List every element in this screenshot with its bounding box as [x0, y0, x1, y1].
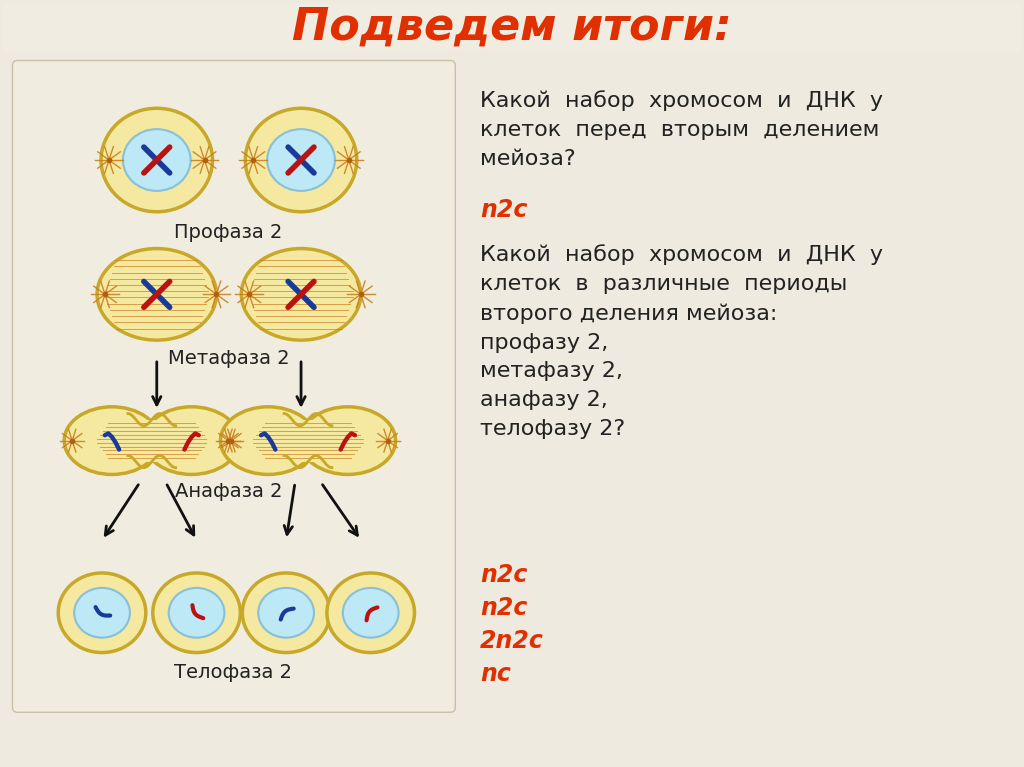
Ellipse shape	[58, 573, 145, 653]
Text: n2c: n2c	[480, 563, 527, 587]
Text: nc: nc	[480, 661, 511, 686]
FancyBboxPatch shape	[128, 419, 176, 463]
Ellipse shape	[123, 129, 190, 191]
Ellipse shape	[258, 588, 314, 637]
Text: 2n2c: 2n2c	[480, 629, 544, 653]
FancyBboxPatch shape	[2, 4, 1022, 51]
Ellipse shape	[143, 407, 240, 475]
Ellipse shape	[153, 573, 241, 653]
Ellipse shape	[101, 108, 213, 212]
Ellipse shape	[97, 249, 216, 340]
Ellipse shape	[169, 588, 224, 637]
Ellipse shape	[242, 249, 360, 340]
FancyBboxPatch shape	[130, 420, 174, 462]
Ellipse shape	[220, 407, 316, 475]
Text: Метафаза 2: Метафаза 2	[168, 349, 289, 368]
Ellipse shape	[74, 588, 130, 637]
Ellipse shape	[300, 407, 395, 475]
Ellipse shape	[246, 108, 356, 212]
FancyBboxPatch shape	[2, 4, 1022, 767]
Text: Телофаза 2: Телофаза 2	[174, 663, 293, 682]
Ellipse shape	[343, 588, 398, 637]
Text: n2c: n2c	[480, 596, 527, 620]
Ellipse shape	[267, 129, 335, 191]
Text: Анафаза 2: Анафаза 2	[175, 482, 283, 502]
Text: Подведем итоги:: Подведем итоги:	[292, 5, 732, 48]
Ellipse shape	[327, 573, 415, 653]
Text: Какой  набор  хромосом  и  ДНК  у
клеток  в  различные  периоды
второго деления : Какой набор хромосом и ДНК у клеток в ра…	[480, 245, 883, 439]
Text: Какой  набор  хромосом  и  ДНК  у
клеток  перед  вторым  делением
мейоза?: Какой набор хромосом и ДНК у клеток пере…	[480, 91, 883, 169]
FancyBboxPatch shape	[284, 419, 332, 463]
FancyBboxPatch shape	[286, 420, 330, 462]
Text: n2c: n2c	[480, 198, 527, 222]
FancyBboxPatch shape	[12, 61, 456, 713]
Text: Профаза 2: Профаза 2	[174, 222, 283, 242]
Ellipse shape	[243, 573, 330, 653]
Ellipse shape	[65, 407, 160, 475]
